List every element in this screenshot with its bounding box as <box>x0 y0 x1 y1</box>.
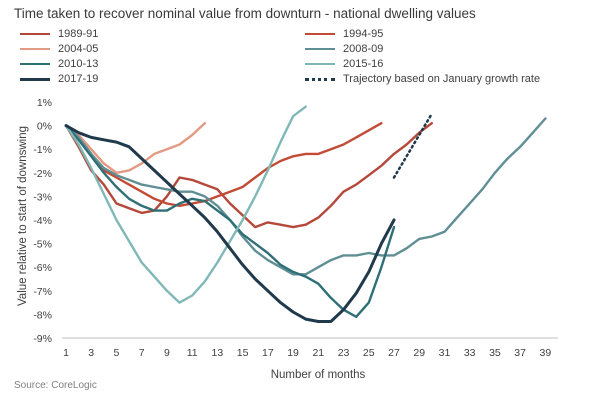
x-tick-label: 33 <box>464 347 476 359</box>
legend-swatch <box>20 48 50 50</box>
x-tick-label: 31 <box>439 347 451 359</box>
x-tick-label: 17 <box>262 347 274 359</box>
y-tick-label: -5% <box>33 239 52 251</box>
x-tick-label: 13 <box>212 347 224 359</box>
x-tick-label: 9 <box>164 347 170 359</box>
legend-label: 2004-05 <box>58 43 99 55</box>
legend-item-2017-19: 2017-19 <box>20 73 98 85</box>
y-tick-label: 1% <box>37 97 52 109</box>
x-axis-label: Number of months <box>271 369 366 381</box>
x-tick-label: 29 <box>413 347 425 359</box>
legend-item-1994-95: 1994-95 <box>305 28 383 40</box>
y-tick-label: -9% <box>33 333 52 345</box>
legend-swatch <box>305 77 335 81</box>
series-line-2010-13 <box>64 124 396 318</box>
series-line-2015-16 <box>64 105 307 304</box>
x-tick-label: 39 <box>540 347 552 359</box>
series-line-2017-19 <box>64 124 396 323</box>
legend-label: 2008-09 <box>343 43 384 55</box>
series-line-1994-95 <box>64 121 383 208</box>
y-tick-label: -7% <box>33 286 52 298</box>
y-tick-label: 0% <box>37 121 52 133</box>
x-tick-label: 5 <box>114 347 120 359</box>
x-tick-label: 11 <box>187 347 198 359</box>
legend-swatch <box>20 63 50 65</box>
legend-label: 1989-91 <box>58 28 99 40</box>
legend-swatch <box>20 33 50 35</box>
x-tick-label: 21 <box>312 347 324 359</box>
legend-swatch <box>305 33 335 35</box>
y-tick-label: -4% <box>33 215 52 227</box>
y-tick-label: -6% <box>33 262 52 274</box>
x-tick-label: 23 <box>338 347 350 359</box>
legend-label: 2017-19 <box>58 73 99 85</box>
x-tick-label: 35 <box>489 347 501 359</box>
legend-item-trajectory: Trajectory based on January growth rate <box>305 73 540 85</box>
x-tick-label: 37 <box>514 347 526 359</box>
x-tick-label: 3 <box>88 347 94 359</box>
x-tick-label: 25 <box>363 347 375 359</box>
chart-title: Time taken to recover nominal value from… <box>14 6 476 21</box>
legend-swatch <box>305 48 335 50</box>
legend-item-2010-13: 2010-13 <box>20 58 98 70</box>
legend-label: 2010-13 <box>58 58 99 70</box>
axes: 1%0%-1%-2%-3%-4%-5%-6%-7%-8%-9%1 3 5 7 9 11 13… <box>33 97 558 359</box>
chart-legend: 1989-91 1994-95 2004-05 2008-09 2010-13 … <box>20 28 580 98</box>
series-line-trajectory-based-on-january-growth-rate <box>392 112 434 179</box>
legend-label: Trajectory based on January growth rate <box>343 73 541 85</box>
legend-swatch <box>20 77 50 81</box>
y-tick-label: -2% <box>33 168 52 180</box>
series-line-2004-05 <box>64 121 207 175</box>
y-tick-label: -8% <box>33 309 52 321</box>
series-line-2008-09 <box>64 117 547 276</box>
x-tick-label: 19 <box>287 347 299 359</box>
x-tick-label: 27 <box>388 347 400 359</box>
y-axis-label: Value relative to start of downswing <box>17 126 29 306</box>
x-tick-label: 1 <box>63 347 69 359</box>
series-line-1989-91 <box>64 121 433 229</box>
legend-item-2004-05: 2004-05 <box>20 43 98 55</box>
legend-item-2015-16: 2015-16 <box>305 58 383 70</box>
y-tick-label: -3% <box>33 191 52 203</box>
x-tick-label: 15 <box>237 347 249 359</box>
source-note: Source: CoreLogic <box>14 380 97 391</box>
legend-item-2008-09: 2008-09 <box>305 43 383 55</box>
x-tick-label: 7 <box>139 347 145 359</box>
y-tick-label: -1% <box>33 144 52 156</box>
series-lines <box>64 105 547 323</box>
legend-label: 1994-95 <box>343 28 384 40</box>
legend-swatch <box>305 63 335 65</box>
legend-label: 2015-16 <box>343 58 384 70</box>
legend-item-1989-91: 1989-91 <box>20 28 98 40</box>
